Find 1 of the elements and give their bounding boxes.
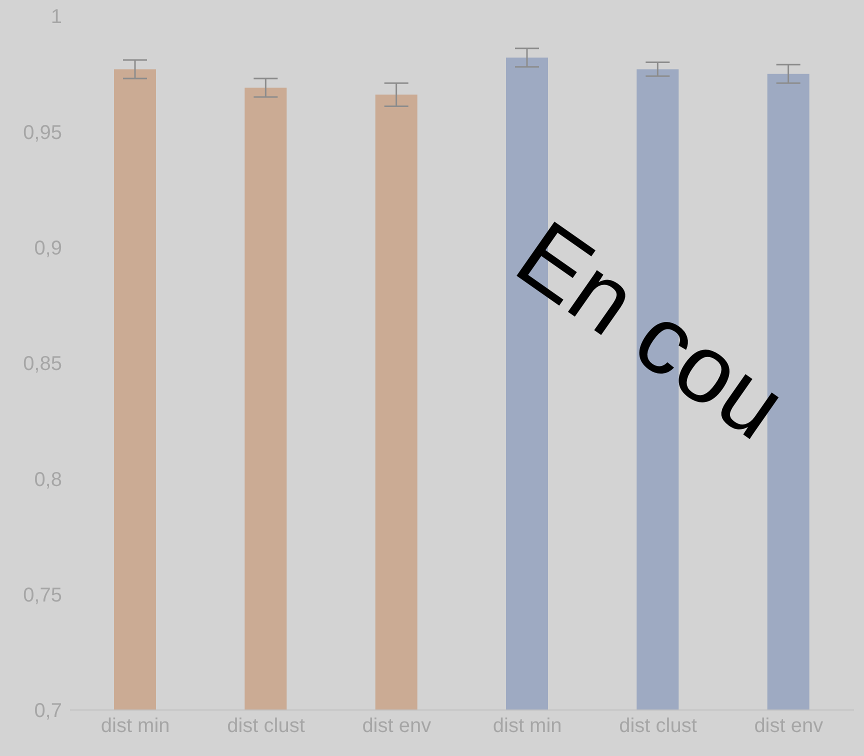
annotation: En cou	[497, 200, 805, 462]
